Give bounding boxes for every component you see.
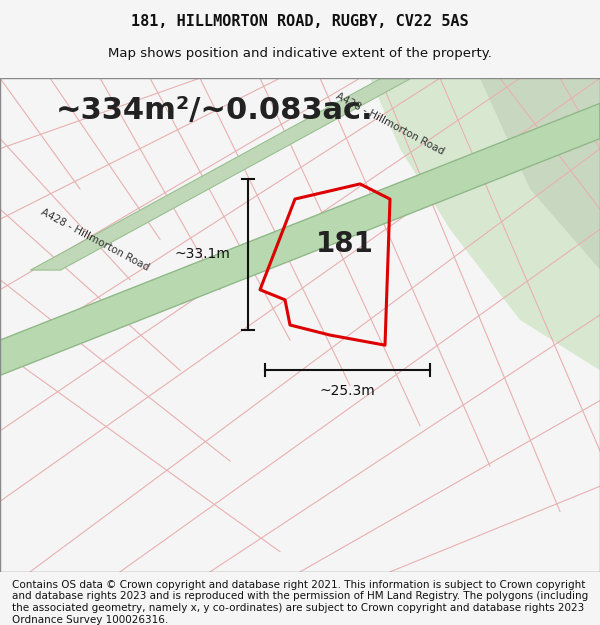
- Text: ~33.1m: ~33.1m: [174, 248, 230, 261]
- Text: Map shows position and indicative extent of the property.: Map shows position and indicative extent…: [108, 47, 492, 59]
- Text: ~334m²/~0.083ac.: ~334m²/~0.083ac.: [56, 96, 374, 125]
- Text: ~25.3m: ~25.3m: [320, 384, 376, 399]
- Text: Contains OS data © Crown copyright and database right 2021. This information is : Contains OS data © Crown copyright and d…: [12, 580, 588, 624]
- Text: A428 - Hillmorton Road: A428 - Hillmorton Road: [39, 206, 151, 272]
- Text: A428 - Hillmorton Road: A428 - Hillmorton Road: [334, 91, 446, 156]
- Text: 181: 181: [316, 231, 374, 258]
- Text: 181, HILLMORTON ROAD, RUGBY, CV22 5AS: 181, HILLMORTON ROAD, RUGBY, CV22 5AS: [131, 14, 469, 29]
